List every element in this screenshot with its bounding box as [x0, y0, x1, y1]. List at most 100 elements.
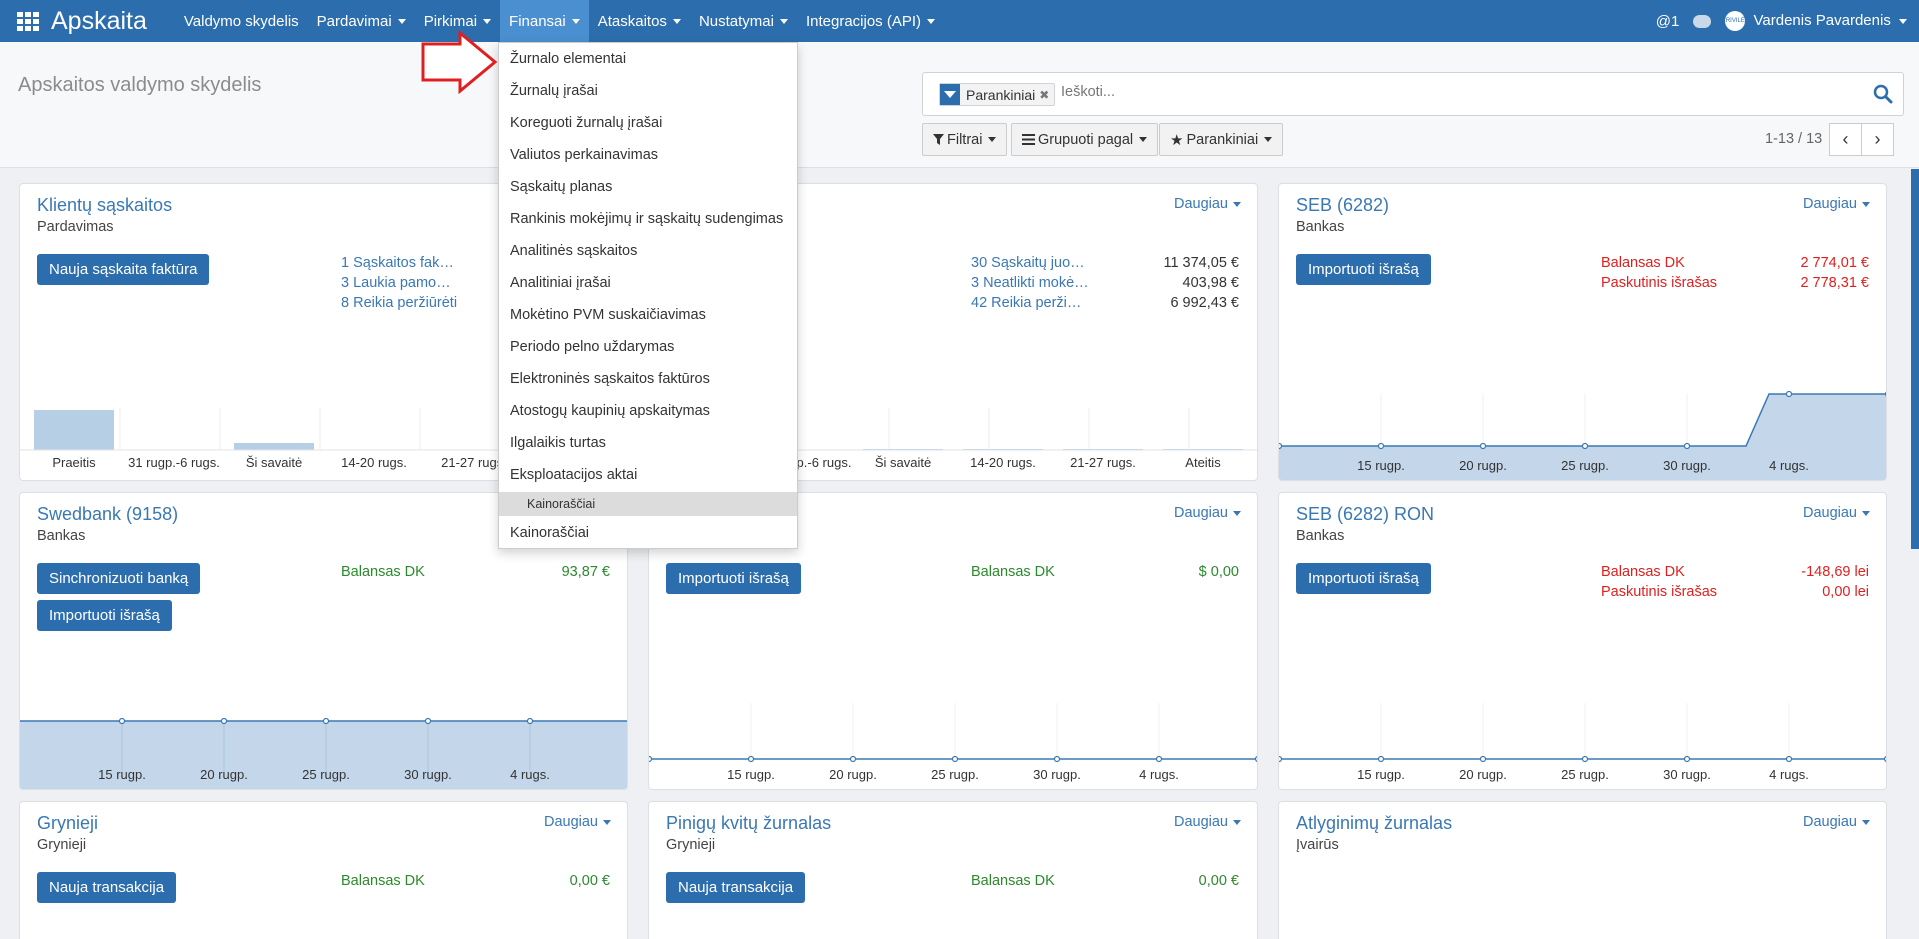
menu-item-pvm-suskaiciavimas[interactable]: Mokėtino PVM suskaičiavimas	[510, 307, 706, 323]
balance-value: 2 774,01 €	[1800, 255, 1869, 271]
menu-item-analitiniai-irasai[interactable]: Analitiniai įrašai	[510, 275, 611, 291]
import-statement-button[interactable]: Importuoti išrašą	[1296, 563, 1431, 594]
import-statement-button[interactable]: Importuoti išrašą	[666, 563, 801, 594]
filters-button[interactable]: Filtrai	[922, 123, 1008, 156]
balance-label[interactable]: Balansas DK	[971, 873, 1055, 889]
card-subtitle: Bankas	[1296, 219, 1345, 235]
card-title[interactable]: Klientų sąskaitos	[37, 195, 173, 215]
apps-grid-icon[interactable]	[17, 12, 39, 31]
menu-item-koreguoti-irasai[interactable]: Koreguoti žurnalų įrašai	[510, 115, 663, 131]
link-awaiting-payment[interactable]: 3 Laukia pamok…	[341, 275, 456, 291]
nav-pirkimai[interactable]: Pirkimai	[415, 0, 500, 42]
balance-label[interactable]: Balansas DK	[341, 564, 425, 580]
card-title[interactable]: SEB (6282) RON	[1296, 504, 1435, 524]
pager-next[interactable]: ›	[1861, 123, 1894, 156]
menu-item-atostogu-kaupiniai[interactable]: Atostogų kaupinių apskaitymas	[510, 403, 710, 419]
nav-ataskaitos[interactable]: Ataskaitos	[589, 0, 690, 42]
menu-item-ilgalaikis-turtas[interactable]: Ilgalaikis turtas	[510, 435, 606, 451]
balance-label[interactable]: Balansas DK	[1601, 564, 1685, 580]
search-bar[interactable]: Parankiniai ✖	[922, 72, 1904, 116]
card-title[interactable]: Swedbank (9158)	[37, 504, 179, 524]
nav-finansai[interactable]: Finansai	[500, 0, 589, 42]
pager-value[interactable]: 1-13 / 13	[1765, 131, 1823, 147]
due-bar-chart: Praeitis 31 rugp.-6 rugs. Ši savaitė 14-…	[20, 408, 627, 470]
more-dropdown[interactable]: Daugiau	[1803, 505, 1870, 521]
axis-tick: 30 rugp.	[1663, 458, 1711, 473]
more-dropdown[interactable]: Daugiau	[1174, 196, 1241, 212]
axis-tick: 4 rugs.	[1139, 767, 1179, 782]
axis-tick: 4 rugs.	[510, 767, 550, 782]
more-dropdown[interactable]: Daugiau	[1803, 814, 1870, 830]
last-statement-label[interactable]: Paskutinis išrašas	[1601, 275, 1718, 291]
menu-item-valiutos-perkainavimas[interactable]: Valiutos perkainavimas	[510, 147, 659, 163]
mentions-counter[interactable]: @1	[1655, 12, 1680, 30]
balance-value: 0,00 €	[1198, 873, 1239, 889]
card-subtitle: Pardavimas	[37, 219, 114, 235]
card-subtitle: Grynieji	[37, 837, 87, 853]
chevron-down-icon	[927, 18, 936, 24]
menu-item-elektronines-saskaitos[interactable]: Elektroninės sąskaitos faktūros	[510, 371, 710, 387]
close-icon[interactable]: ✖	[1039, 87, 1050, 102]
link-bills-draft[interactable]: 30 Sąskaitų juod…	[971, 255, 1089, 271]
balance-value: $ 0,00	[1198, 564, 1239, 580]
chevron-down-icon	[571, 18, 580, 24]
amount-value: 6 992,43 €	[1170, 295, 1239, 311]
new-transaction-button[interactable]: Nauja transakcija	[666, 872, 806, 903]
menu-item-pelno-uzdarymas[interactable]: Periodo pelno uždarymas	[510, 339, 675, 355]
menu-item-zurnalo-elementai[interactable]: Žurnalo elementai	[510, 51, 627, 67]
menu-item-analitines-saskaitos[interactable]: Analitinės sąskaitos	[510, 243, 638, 259]
axis-tick: 21-27 rugs.	[1070, 455, 1136, 470]
app-brand[interactable]: Apskaita	[51, 6, 147, 35]
axis-tick: Ši savaitė	[246, 455, 302, 470]
menu-item-saskaitu-planas[interactable]: Sąskaitų planas	[510, 179, 613, 195]
more-dropdown[interactable]: Daugiau	[544, 814, 611, 830]
chevron-down-icon	[779, 18, 788, 24]
bar-this-week	[234, 443, 314, 450]
page-title: Apskaitos valdymo skydelis	[18, 74, 262, 96]
new-invoice-button[interactable]: Nauja sąskaita faktūra	[37, 254, 210, 285]
search-facet[interactable]: Parankiniai ✖	[939, 83, 1056, 106]
axis-tick: p.-6 rugs.	[797, 455, 852, 470]
sync-bank-button[interactable]: Sinchronizuoti banką	[37, 563, 201, 594]
filter-icon	[940, 84, 960, 105]
journal-card-seb-ron: SEB (6282) RON Bankas Daugiau Importuoti…	[1278, 492, 1887, 790]
nav-valdymo-skydelis[interactable]: Valdymo skydelis	[183, 12, 299, 30]
link-unpaid[interactable]: 3 Neatlikti mokė…	[971, 275, 1089, 291]
menu-item-zurnalu-irasai[interactable]: Žurnalų įrašai	[510, 83, 598, 99]
link-to-review[interactable]: 8 Reikia peržiūrėti	[341, 295, 458, 311]
link-invoices-draft[interactable]: 1 Sąskaitos fakt…	[341, 255, 456, 271]
more-dropdown[interactable]: Daugiau	[1174, 505, 1241, 521]
balance-label[interactable]: Balansas DK	[341, 873, 425, 889]
more-dropdown[interactable]: Daugiau	[1174, 814, 1241, 830]
control-panel: Apskaitos valdymo skydelis Parankiniai ✖…	[0, 42, 1919, 168]
more-dropdown[interactable]: Daugiau	[1803, 196, 1870, 212]
card-title[interactable]: SEB (6282)	[1296, 195, 1390, 215]
import-statement-button[interactable]: Importuoti išrašą	[37, 600, 172, 631]
card-subtitle: Grynieji	[666, 837, 716, 853]
last-statement-label[interactable]: Paskutinis išrašas	[1601, 584, 1718, 600]
card-title[interactable]: Pinigų kvitų žurnalas	[666, 813, 832, 833]
menu-item-rankinis-sudengimas[interactable]: Rankinis mokėjimų ir sąskaitų sudengimas	[510, 211, 784, 227]
balance-label[interactable]: Balansas DK	[1601, 255, 1685, 271]
search-icon[interactable]	[1873, 84, 1893, 104]
import-statement-button[interactable]: Importuoti išrašą	[1296, 254, 1431, 285]
new-transaction-button[interactable]: Nauja transakcija	[37, 872, 177, 903]
balance-label[interactable]: Balansas DK	[971, 564, 1055, 580]
search-input[interactable]	[1061, 84, 1761, 100]
menu-item-eksploatacijos-aktai[interactable]: Eksploatacijos aktai	[510, 467, 638, 483]
nav-pardavimai[interactable]: Pardavimai	[308, 0, 415, 42]
nav-nustatymai[interactable]: Nustatymai	[690, 0, 797, 42]
menu-item-kainorasciai[interactable]: Kainoraščiai	[510, 525, 589, 541]
avatar: RIVILĖ	[1725, 11, 1746, 31]
pager-previous[interactable]: ‹	[1829, 123, 1862, 156]
user-menu[interactable]: RIVILĖ Vardenis Pavardenis	[1725, 11, 1907, 31]
axis-tick: 30 rugp.	[1663, 767, 1711, 782]
card-title[interactable]: Atlyginimų žurnalas	[1296, 813, 1453, 833]
card-title[interactable]: Grynieji	[37, 813, 99, 833]
link-to-review[interactable]: 42 Reikia peržiūr…	[971, 295, 1089, 311]
page-scrollbar[interactable]	[1911, 169, 1919, 549]
chat-icon[interactable]	[1693, 14, 1712, 28]
nav-integracijos[interactable]: Integracijos (API)	[797, 0, 944, 42]
groupby-button[interactable]: Grupuoti pagal	[1011, 123, 1159, 156]
favorites-button[interactable]: ★ Parankiniai	[1159, 123, 1284, 156]
